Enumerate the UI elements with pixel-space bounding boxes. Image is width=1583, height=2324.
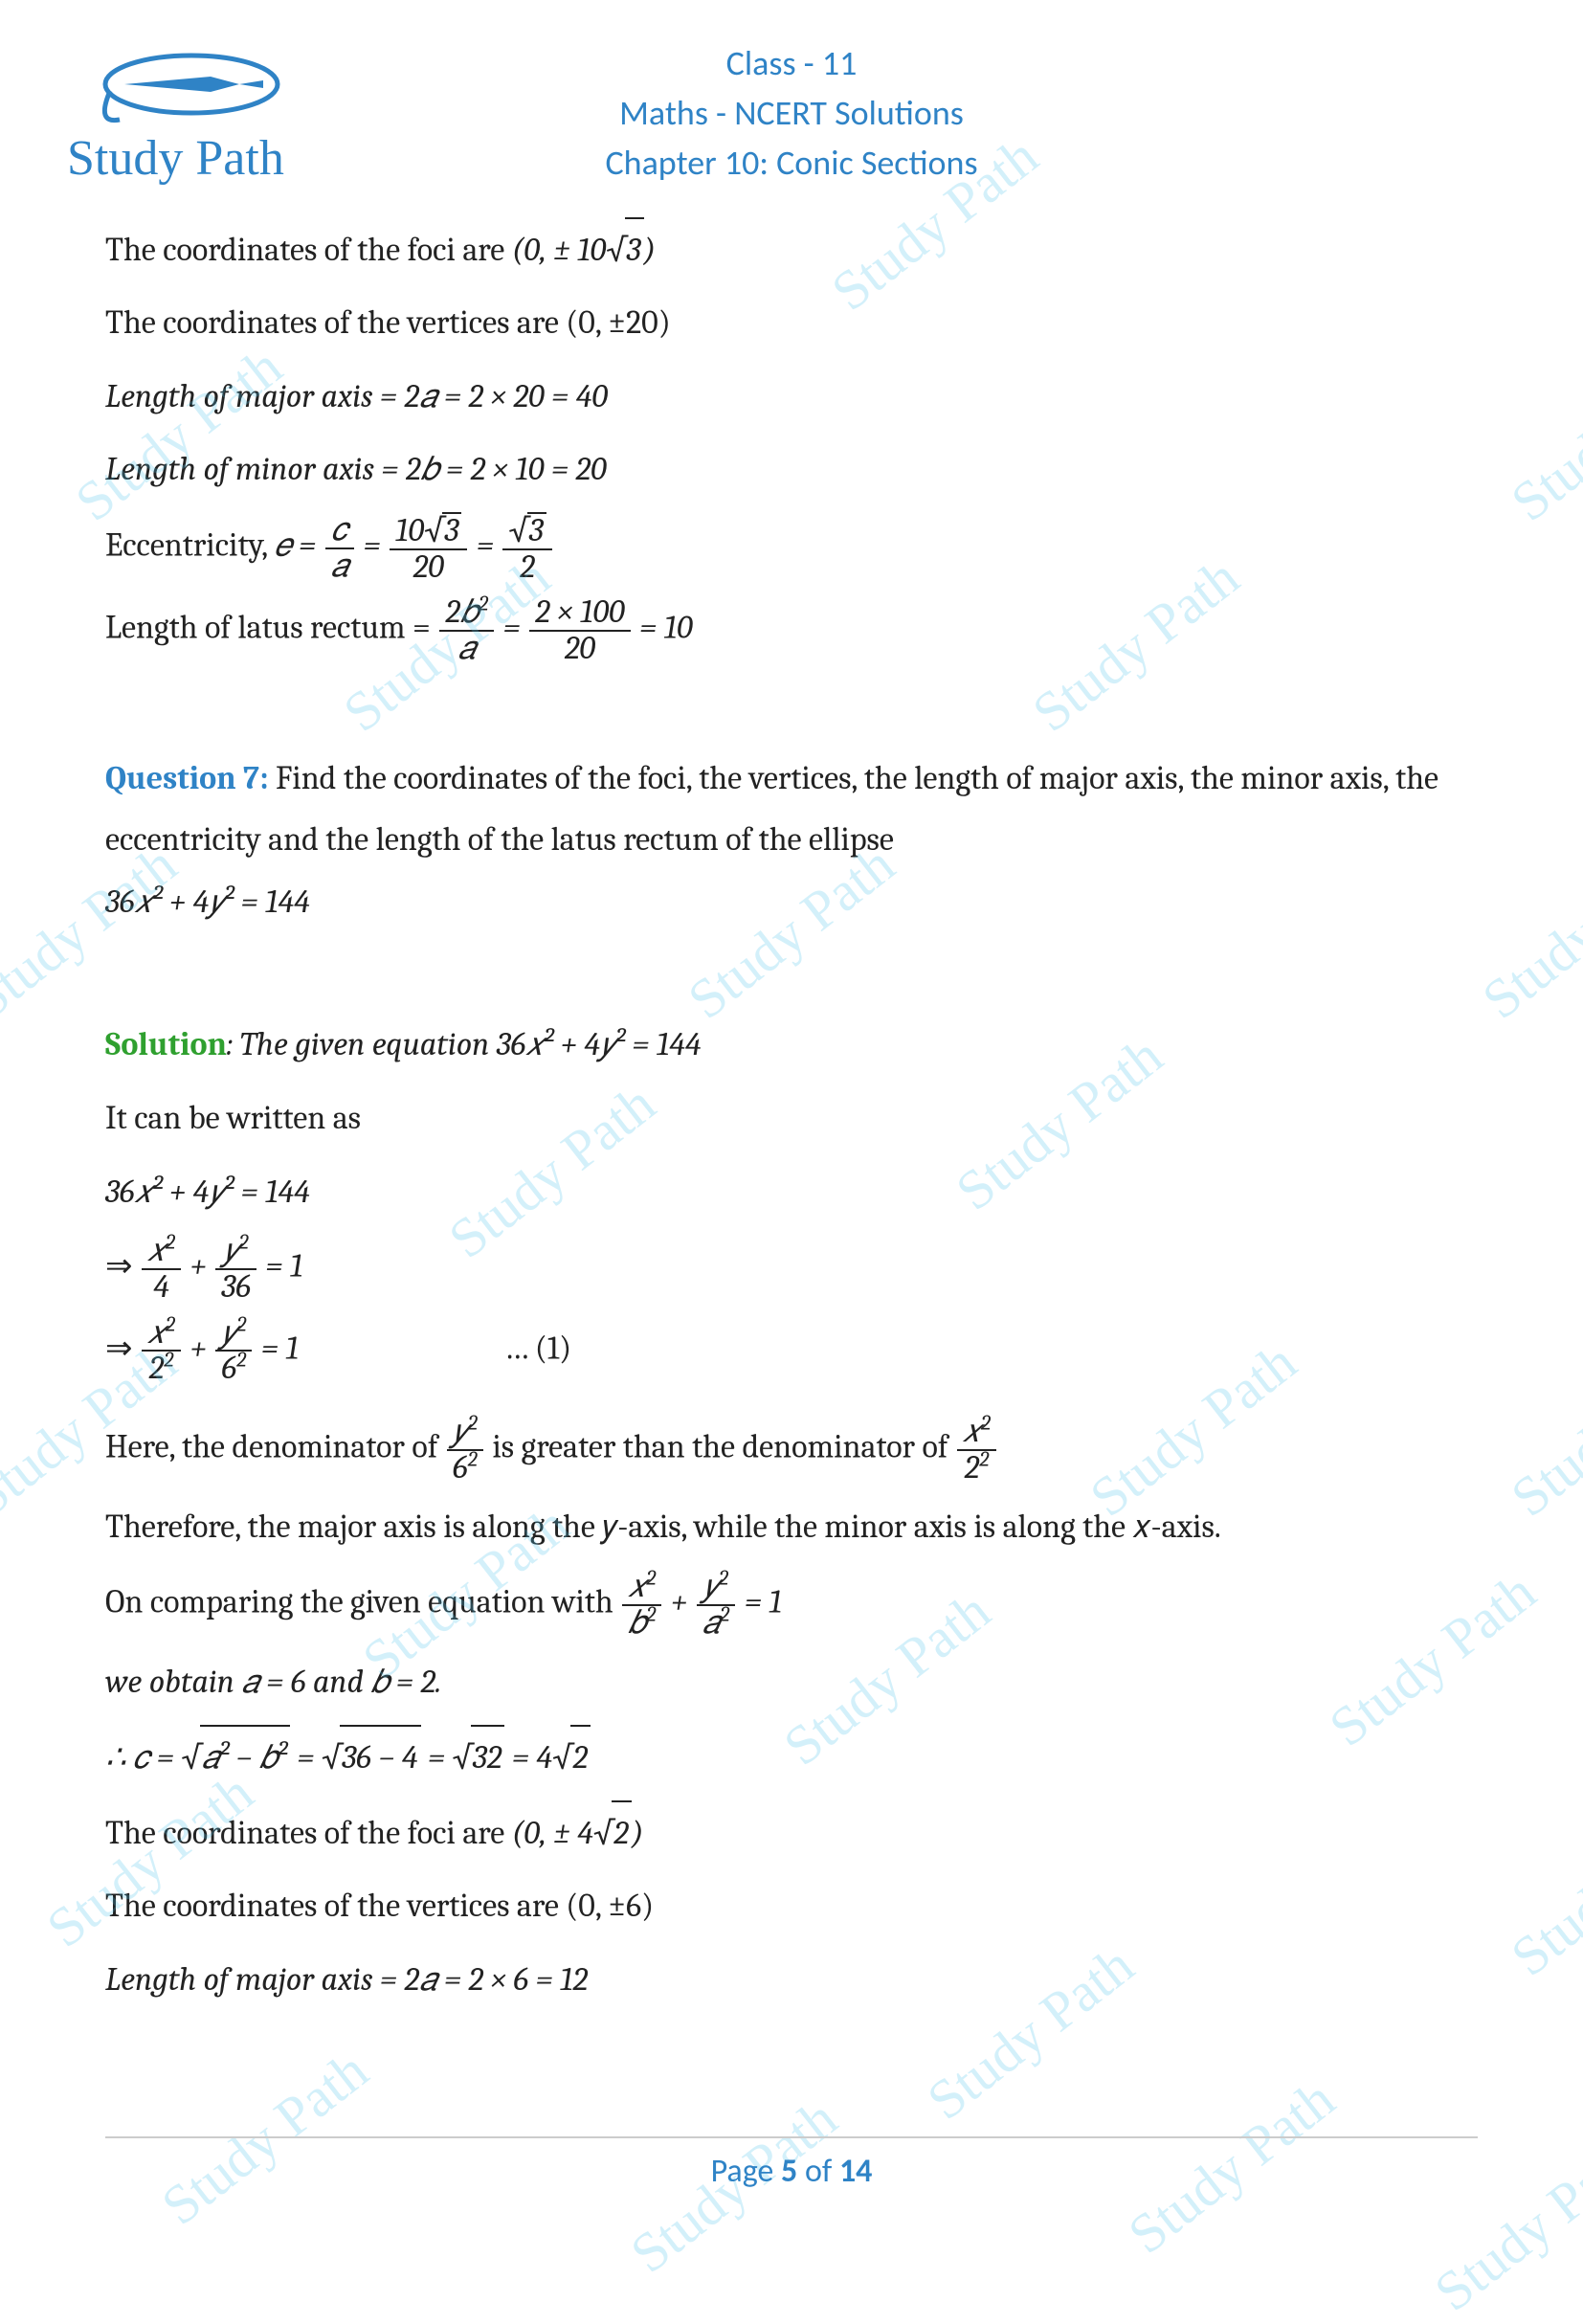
latus-rectum-line: Length of latus rectum = 2𝑏2𝑎 = 2 × 1002… <box>105 595 1478 665</box>
text: is greater than the denominator of <box>492 1428 955 1466</box>
foci-line: The coordinates of the foci are (0, ± 10… <box>105 217 1478 281</box>
ecc-label: Eccentricity, <box>105 526 275 565</box>
frac-num: 𝑐 <box>325 513 354 547</box>
sol7-major-axis: Length of major axis = 2𝑎 = 2 × 6 = 12 <box>105 1949 1478 2011</box>
arrow: ⇒ <box>105 1247 140 1285</box>
header-class: Class - 11 <box>0 38 1583 88</box>
major-axis-line: Length of major axis = 2𝑎 = 2 × 20 = 40 <box>105 366 1478 428</box>
written-as: It can be written as <box>105 1087 1478 1150</box>
frac-den: 4 <box>142 1268 181 1305</box>
footer-label: Page <box>711 2152 781 2191</box>
frac-den: 20 <box>529 630 631 666</box>
frac-den: 2 <box>502 548 551 585</box>
frac-num: 2 × 100 <box>529 595 631 630</box>
footer-of: of <box>797 2152 839 2191</box>
solution-intro-text: : The given equation 36𝑥² + 4𝑦² = 144 <box>227 1025 702 1063</box>
footer-divider <box>105 2136 1478 2138</box>
latus-label: Length of latus rectum = <box>105 609 437 647</box>
eq-tag: … (1) <box>504 1329 571 1367</box>
eq-raw: 36𝑥² + 4𝑦² = 144 <box>105 1161 1478 1223</box>
question-text: Find the coordinates of the foci, the ve… <box>105 759 1438 860</box>
radicand: 𝑎² − 𝑏² <box>200 1725 290 1789</box>
text: Here, the denominator of <box>105 1428 445 1466</box>
text: ∴ 𝑐 = <box>105 1738 181 1777</box>
c-derivation: ∴ 𝑐 = 𝑎² − 𝑏² = 36 − 4 = 32 = 42 <box>105 1725 1478 1789</box>
solution-intro: Solution: The given equation 36𝑥² + 4𝑦² … <box>105 1014 1478 1076</box>
question-7: Question 7: Find the coordinates of the … <box>105 748 1478 933</box>
footer-page-total: 14 <box>839 2152 872 2191</box>
frac-den: 20 <box>390 548 467 585</box>
question-equation: 36𝑥² + 4𝑦² = 144 <box>105 883 310 921</box>
step-1: ⇒ 𝑥24 + 𝑦236 = 1 <box>105 1234 1478 1304</box>
header-chapter: Chapter 10: Conic Sections <box>0 138 1583 188</box>
frac-den: 36 <box>215 1268 256 1305</box>
eq: = <box>297 1738 322 1777</box>
page-header: Class - 11 Maths - NCERT Solutions Chapt… <box>0 0 1583 189</box>
sol7-vertices: The coordinates of the vertices are (0, … <box>105 1875 1478 1937</box>
page-footer: Page 5 of 14 <box>0 2136 1583 2191</box>
page-content: The coordinates of the foci are (0, ± 10… <box>0 189 1583 2011</box>
radicand: 32 <box>471 1725 505 1789</box>
ab-values: we obtain 𝑎 = 6 and 𝑏 = 2. <box>105 1651 1478 1713</box>
frac-den: 𝑎 <box>439 630 494 666</box>
minor-axis-line: Length of minor axis = 2𝑏 = 2 × 10 = 20 <box>105 438 1478 501</box>
sol7-foci: The coordinates of the foci are (0, ± 42… <box>105 1800 1478 1865</box>
eccentricity-line: Eccentricity, 𝑒 = 𝑐𝑎 = 10320 = 32 <box>105 512 1478 584</box>
vertices-line: The coordinates of the vertices are (0, … <box>105 292 1478 354</box>
footer-page-current: 5 <box>781 2152 797 2191</box>
arrow: ⇒ <box>105 1329 140 1367</box>
question-label: Question 7: <box>105 759 268 797</box>
rhs: = 1 <box>261 1329 299 1367</box>
text: On comparing the given equation with <box>105 1583 620 1621</box>
frac-den: 𝑎 <box>325 547 354 584</box>
solution-label: Solution <box>105 1025 227 1063</box>
denominator-compare: Here, the denominator of 𝑦262 is greater… <box>105 1415 1478 1485</box>
latus-result: = 10 <box>639 609 693 647</box>
eq: = <box>428 1738 453 1777</box>
step-2: ⇒ 𝑥222 + 𝑦262 = 1 … (1) <box>105 1316 1478 1386</box>
rhs: = 1 <box>265 1247 302 1285</box>
header-subject: Maths - NCERT Solutions <box>0 88 1583 138</box>
radicand: 36 − 4 <box>340 1725 420 1789</box>
compare-line: On comparing the given equation with 𝑥2𝑏… <box>105 1570 1478 1640</box>
rhs: = 1 <box>745 1583 782 1621</box>
axis-note: Therefore, the major axis is along the 𝑦… <box>105 1496 1478 1558</box>
